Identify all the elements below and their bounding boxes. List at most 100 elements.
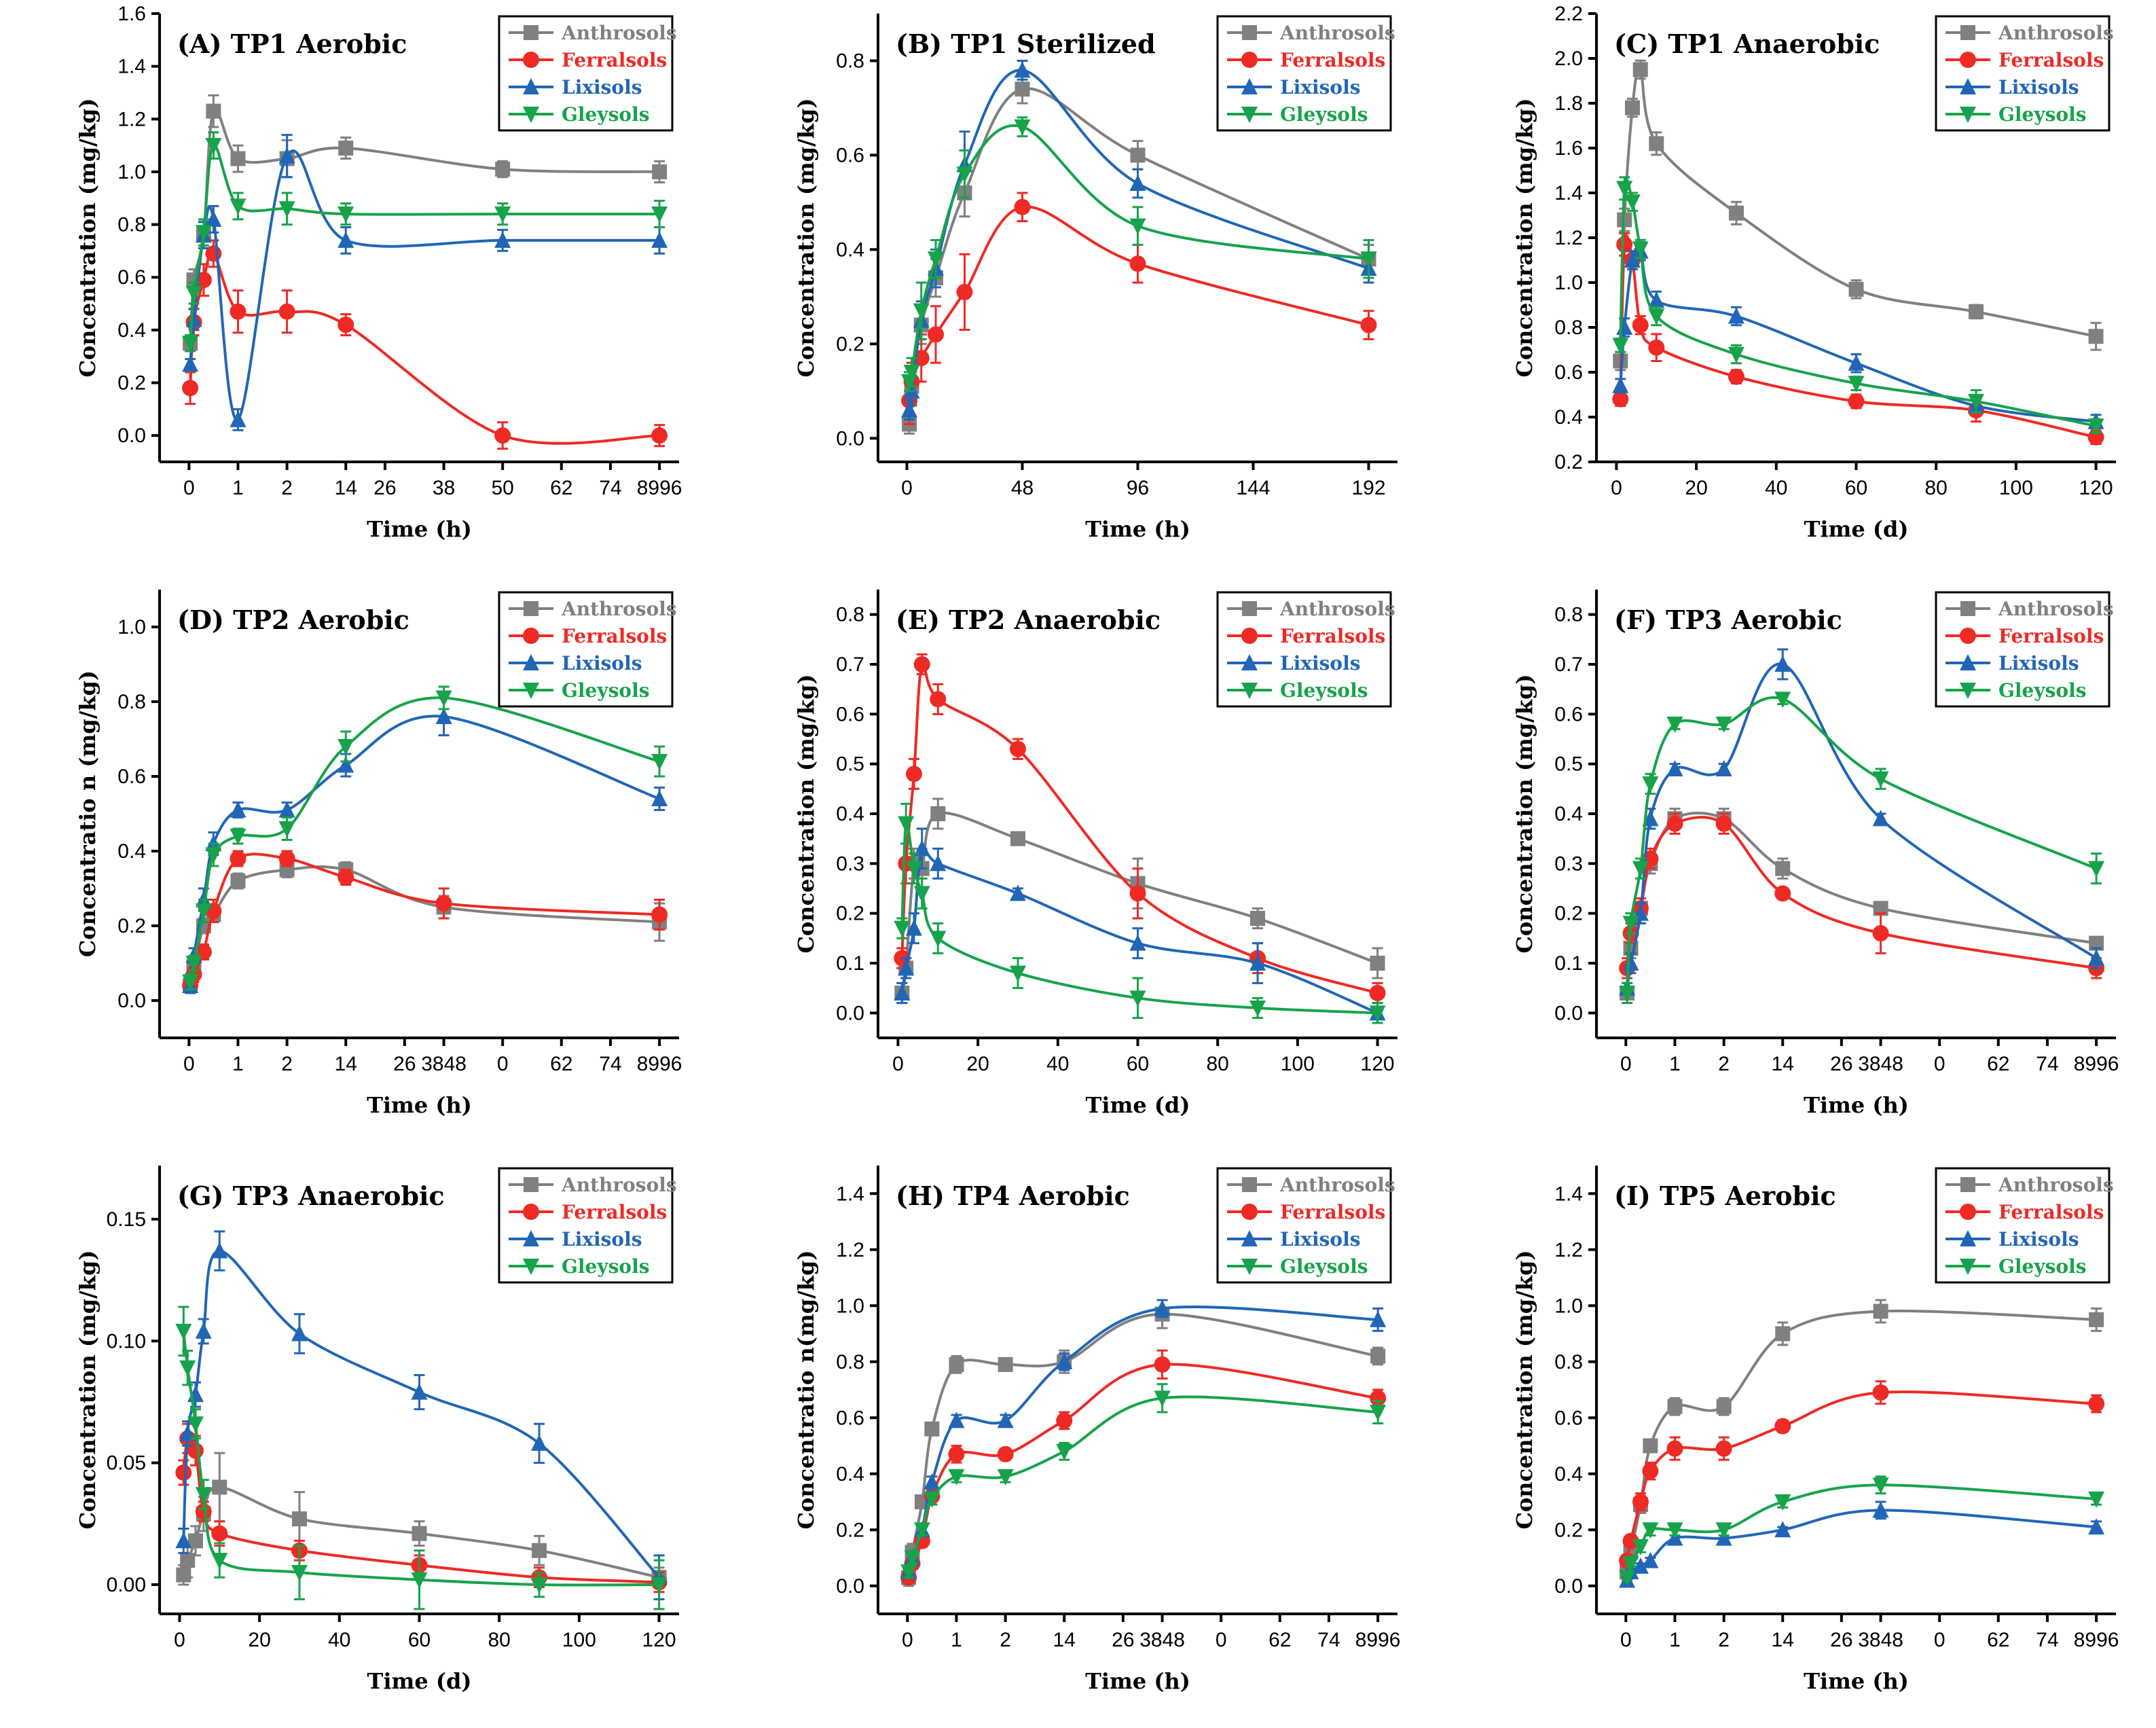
data-point: [180, 1553, 196, 1568]
legend-marker: [1242, 25, 1257, 40]
data-point: [1666, 815, 1683, 832]
data-point: [956, 166, 973, 183]
data-point: [1872, 771, 1889, 788]
series-gleysols: [175, 1306, 668, 1610]
data-point: [1010, 831, 1025, 846]
series-line: [189, 696, 660, 982]
y-tick-label: 0.6: [836, 1407, 864, 1429]
series-line: [908, 205, 1370, 401]
data-point: [182, 336, 199, 353]
series-line: [908, 69, 1370, 410]
series-ferralsols: [182, 850, 668, 994]
series-line: [1619, 67, 2097, 361]
y-tick-label: 1.4: [117, 56, 146, 78]
y-tick-label: 0.0: [1554, 1002, 1583, 1024]
series-line: [1626, 1509, 2097, 1581]
x-tick-label: 0: [1620, 1629, 1632, 1651]
series-line: [189, 149, 660, 421]
data-point: [195, 903, 212, 920]
series-line: [1626, 1390, 2097, 1561]
x-tick-label: 3848: [1139, 1629, 1185, 1651]
x-tick-label: 26: [1112, 1629, 1134, 1651]
panel-c: 0.2 0.4 0.6 0.8 1.0 1.2 1.4 1.6 1.8 2.0 2.2 0 20 40 60…: [1437, 0, 2153, 576]
y-axis-title: Concentration (mg/kg): [1512, 98, 1537, 378]
legend-label: Lixisols: [562, 652, 642, 674]
x-tick-label: 62: [1268, 1629, 1291, 1651]
data-point: [930, 691, 947, 708]
y-tick-label: 0.2: [1554, 451, 1583, 473]
data-point: [1648, 339, 1665, 356]
data-point: [1370, 1348, 1386, 1364]
data-point: [1649, 136, 1664, 151]
series-gleysols: [182, 685, 668, 991]
data-point: [930, 931, 947, 948]
x-axis-title: Time (h): [1804, 1668, 1909, 1694]
x-tick-label: 1: [1669, 1053, 1681, 1075]
panel-title: (A) TP1 Aerobic: [177, 29, 407, 59]
panel-b: 0.0 0.2 0.4 0.6 0.8 0 48 96 144 192 Time (h) Concen…: [718, 0, 1435, 576]
data-point: [898, 959, 915, 976]
data-point: [1666, 760, 1683, 776]
series-ferralsols: [182, 239, 668, 450]
data-point: [179, 1424, 196, 1441]
y-tick-label: 0.7: [836, 653, 864, 676]
data-point: [435, 690, 452, 707]
data-point: [1129, 175, 1146, 192]
y-tick-label: 0.3: [1554, 852, 1583, 875]
y-tick-label: 0.0: [836, 1002, 864, 1024]
chart-f: 0.0 0.1 0.2 0.3 0.4 0.5 0.6 0.7 0.8 0 1 2 14 26 3848 0 6…: [1512, 590, 2119, 1118]
legend-label: Anthrosols: [1279, 1174, 1395, 1196]
series-line: [908, 124, 1369, 382]
series-line: [182, 1331, 659, 1587]
x-tick-label: 0: [1934, 1053, 1945, 1075]
y-axis-title: Concentratio n(mg/kg): [793, 1250, 819, 1530]
data-point: [1154, 1356, 1171, 1373]
data-point: [1872, 1501, 1889, 1518]
data-point: [175, 1532, 192, 1549]
x-tick-label: 74: [2036, 1053, 2058, 1075]
y-tick-label: 1.0: [836, 1295, 864, 1317]
data-point: [230, 801, 246, 818]
legend-label: Ferralsols: [1998, 625, 2104, 647]
series-lixisols: [901, 59, 1377, 420]
data-point: [1014, 198, 1031, 215]
legend-marker: [1242, 601, 1257, 616]
x-axis-title: Time (h): [1085, 516, 1190, 542]
x-axis-title: Time (d): [367, 1668, 472, 1694]
y-tick-label: 0.8: [836, 1351, 864, 1373]
data-point: [913, 1522, 930, 1539]
data-point: [651, 754, 668, 770]
data-point: [1872, 925, 1889, 941]
legend-label: Gleysols: [562, 1255, 649, 1278]
legend: Anthrosols Ferralsols Lixisols Gleysols: [1935, 15, 2114, 132]
data-point: [1369, 985, 1386, 1001]
panel-title: (E) TP2 Anaerobic: [896, 605, 1161, 635]
legend-marker: [1241, 683, 1258, 699]
x-tick-label: 3848: [1858, 1053, 1903, 1075]
panel-title: (I) TP5 Aerobic: [1614, 1181, 1836, 1211]
y-tick-label: 1.6: [117, 3, 146, 25]
data-point: [1014, 119, 1031, 136]
data-point: [651, 906, 668, 923]
data-point: [1612, 376, 1629, 393]
x-axis-title: Time (d): [1086, 1092, 1190, 1118]
data-point: [1056, 1443, 1073, 1460]
data-point: [1774, 655, 1791, 672]
data-point: [1848, 393, 1865, 410]
legend-label: Gleysols: [1280, 679, 1368, 702]
series-lixisols: [894, 827, 1386, 1024]
y-tick-label: 0.6: [1554, 703, 1583, 725]
series-gleysols: [182, 131, 668, 353]
y-tick-label: 0.6: [1554, 1407, 1583, 1429]
y-tick-label: 0.8: [836, 50, 864, 72]
data-point: [1622, 1555, 1639, 1572]
x-tick-label: 74: [599, 1053, 621, 1075]
data-point: [928, 326, 944, 343]
y-tick-label: 0.2: [1554, 1519, 1583, 1541]
legend-label: Anthrosols: [561, 1174, 677, 1196]
series-gleysols: [1619, 1475, 2105, 1587]
y-tick-label: 0.5: [836, 753, 864, 776]
data-point: [1009, 965, 1026, 982]
legend: Anthrosols Ferralsols Lixisols Gleysols: [1935, 591, 2114, 708]
y-tick-label: 0.8: [836, 604, 864, 626]
